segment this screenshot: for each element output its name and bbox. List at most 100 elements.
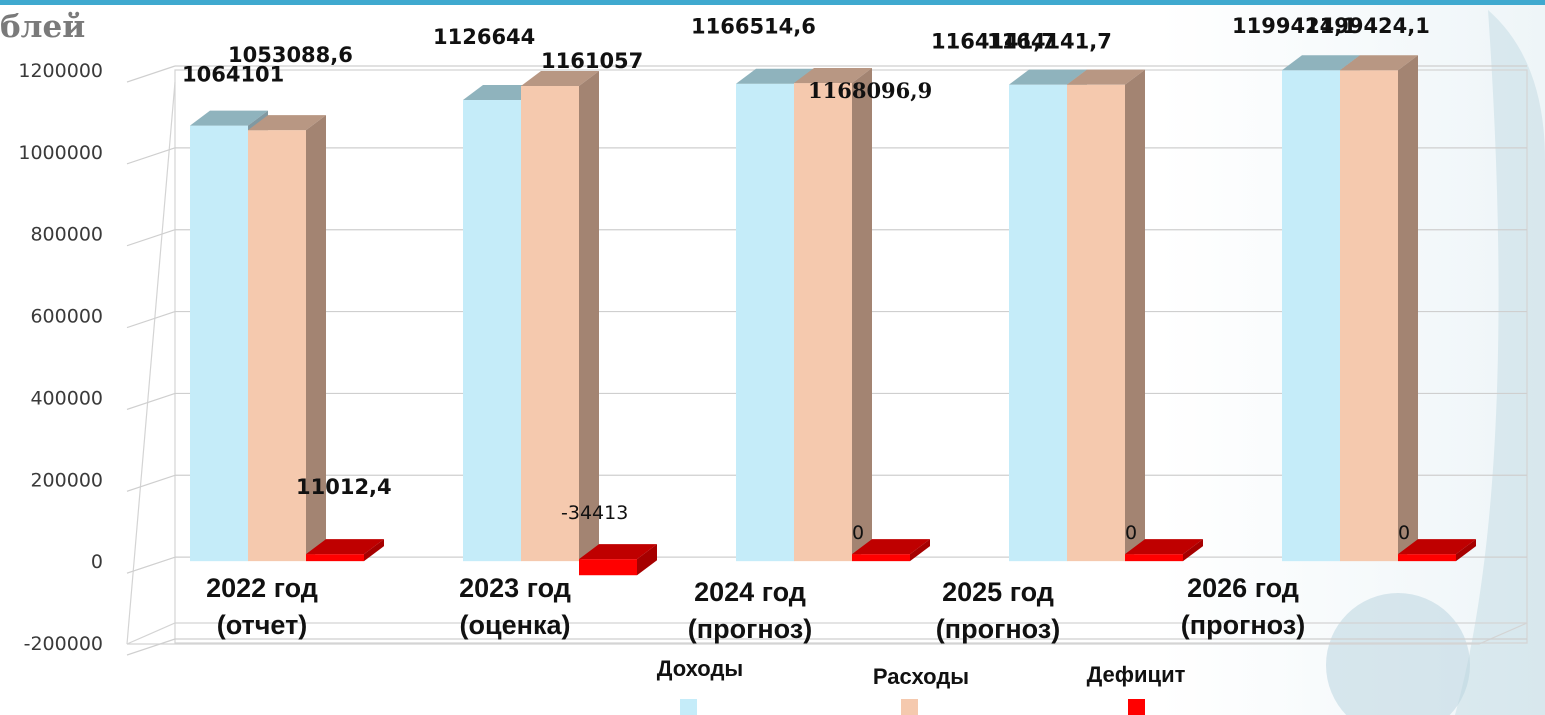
category-label: 2022 год [206,573,318,603]
expense-bar-top [521,70,599,86]
income-bar-front [1282,70,1340,562]
expense-bar [1067,69,1145,562]
expense-bar-top [248,115,326,131]
chart-title-fragment: блей [0,9,85,45]
deficit-bar-top [306,539,384,555]
expense-bar-side [306,115,326,562]
income-bar-top [736,68,814,84]
gridline-depth [126,392,176,410]
y-tick-label: 600000 [30,306,103,328]
income-bar-top [190,110,268,126]
expense-bar-value-label: 1164141,7 [987,30,1112,54]
category-label: 2023 год [459,573,571,603]
deficit-bar-value-label: -34413 [561,502,628,524]
category-label: (прогноз) [688,614,812,644]
expense-bar-front [248,130,306,562]
gridline-depth [126,229,176,247]
deficit-bar-value-label: 0 [1398,522,1410,544]
income-bar-value-label: 1166514,6 [691,15,816,39]
expense-bar-side [1398,55,1418,562]
category-label: 2025 год [942,577,1054,607]
legend-label: Доходы [657,656,743,681]
income-bar-value-label: 1199424,1 [1232,14,1357,38]
expense-bar-front [1340,70,1398,562]
deficit-bar-top [852,539,930,555]
legend-swatch [901,699,918,715]
expense-bar [521,70,599,562]
expense-bar-front [1067,84,1125,562]
deficit-bar [1398,539,1476,562]
deficit-bar-front [1125,554,1183,562]
income-bar-value-label: 1064101 [182,63,284,87]
income-bar-front [1009,84,1067,562]
y-tick-label: 200000 [30,469,103,491]
deficit-bar-top [579,544,657,560]
expense-bar [1340,55,1418,562]
deficit-bar-value-label: 11012,4 [296,475,392,499]
deficit-bar-value-label: 0 [1125,522,1137,544]
deficit-bar-front [306,554,364,562]
income-bar-value-label: 1164141,7 [931,30,1056,54]
expense-bar-value-label: 1053088,6 [228,43,353,67]
category-label: 2024 год [694,577,806,607]
y-tick-label: 1200000 [18,60,103,82]
y-tick-label: 400000 [30,387,103,409]
expense-bar-value-label: 1161057 [541,49,643,73]
deficit-bar-front [1398,554,1456,562]
legend: Доходы Расходы Дефицит [657,656,1186,715]
gridline-depth [126,311,176,329]
gridline-depth [126,65,176,83]
category-label: (прогноз) [936,614,1060,644]
decor-arc [1455,10,1545,715]
deficit-bar-top [1398,539,1476,555]
y-tick-label: 1000000 [18,142,103,164]
income-bar-top [1009,69,1087,85]
income-bar-top [1282,55,1360,71]
deficit-bar-side [910,539,930,562]
expense-bar [248,115,326,562]
legend-swatch [680,699,697,715]
deficit-bar [306,539,384,562]
deficit-bar-front [852,554,910,562]
expense-bar-side [579,70,599,562]
top-accent-bar [0,0,1545,5]
category-label: 2026 год [1187,573,1299,603]
deficit-bar-side [1456,539,1476,562]
y-tick-label: -200000 [24,633,103,655]
gridline-depth [126,638,176,656]
legend-label: Дефицит [1087,662,1186,687]
income-bar-front [736,83,794,562]
expense-bar [794,68,872,562]
gridline-depth [126,474,176,492]
deficit-bar [852,539,930,562]
deficit-bar-front [579,559,637,576]
deficit-bar-side [364,539,384,562]
deficit-bar-side [637,544,657,576]
gridline-depth [126,147,176,165]
expense-bar-top [1340,55,1418,71]
floor-plane [126,622,1528,645]
deficit-bar [579,544,657,576]
expense-bar-side [852,68,872,562]
expense-bar-top [794,68,872,84]
left-wall-edge [126,81,176,645]
deficit-bar-top [1125,539,1203,555]
expense-bar-side [1125,69,1145,562]
category-label: (прогноз) [1181,610,1305,640]
bars [190,55,1476,576]
income-bar-front [463,100,521,562]
category-labels: 2022 год (отчет) 2023 год (оценка) 2024 год (… [206,573,1305,644]
expense-bar-value-label: 1199424,1 [1305,14,1430,38]
income-bar-front [190,125,248,562]
expense-bar-front [794,83,852,562]
legend-swatch [1128,699,1145,715]
expense-bar-value-label: 1168096,9 [808,78,932,103]
deficit-bar [1125,539,1203,562]
y-tick-label: 0 [91,551,103,573]
y-tick-label: 800000 [30,224,103,246]
deficit-bar-side [1183,539,1203,562]
expense-bar-front [521,85,579,562]
